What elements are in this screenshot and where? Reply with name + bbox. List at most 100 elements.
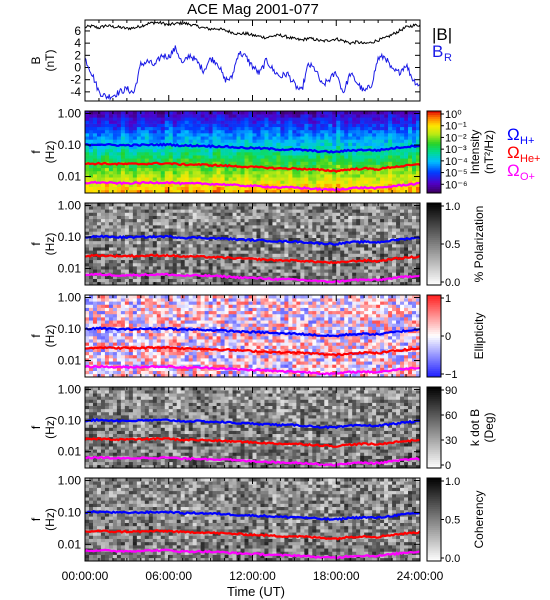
time-tick-label: 00:00:00 <box>62 569 109 583</box>
omega-h-line <box>84 326 421 338</box>
colorbar-tick-label: 10⁻³ <box>445 144 467 156</box>
colorbar-label: k dot B <box>468 409 482 446</box>
y-axis-label: f <box>29 242 43 246</box>
y-tick-label: 0.01 <box>58 262 82 276</box>
y-axis-unit: (Hz) <box>43 416 57 439</box>
colorbar-tick-label: 10⁻⁶ <box>445 179 468 191</box>
omega-h-line <box>84 417 421 430</box>
y-tick-label: 0.01 <box>58 537 82 551</box>
time-axis-tick-labels: 00:00:00 06:00:00 12:00:00 18:00:00 24:00:00 <box>62 569 444 583</box>
omega-h-line <box>84 142 421 154</box>
colorbar-tick-label: 0 <box>445 331 451 343</box>
colorbar-tick-label: 0.5 <box>445 239 460 251</box>
y-tick-label: 1.00 <box>58 382 82 396</box>
omega-he-line <box>84 253 421 265</box>
y-tick-label: 1.00 <box>58 106 82 120</box>
colorbar-tick-label: 1.0 <box>445 476 460 488</box>
y-tick-label: 4 <box>74 36 81 50</box>
colorbar-unit: (nT²/Hz) <box>482 130 496 174</box>
gyrofrequency-legend: Ω H+Ω He+Ω O+ <box>507 125 541 183</box>
colorbar-tick-label: 10⁻¹ <box>445 121 467 133</box>
y-tick-label: 0 <box>74 61 81 75</box>
colorbar: 1.0 0.5 0.0 % Polarization <box>426 201 486 289</box>
y-axis-label: B <box>29 56 43 64</box>
omega-o-line <box>84 548 421 560</box>
colorbar-tick-label: 0 <box>445 460 451 472</box>
time-tick-label: 12:00:00 <box>229 569 276 583</box>
omega-o-line <box>84 272 421 284</box>
colorbar: 1.0 0.5 0.0 Coherency <box>426 476 486 565</box>
spectrogram-cells <box>85 478 421 562</box>
colorbar-tick-label: −1 <box>445 369 458 381</box>
time-tick-label: 18:00:00 <box>313 569 360 583</box>
colorbar-tick-label: 90 <box>445 385 457 397</box>
y-tick-label: 1.00 <box>58 198 82 212</box>
figure-title: ACE Mag 2001-077 <box>187 1 319 18</box>
y-tick-label: 0.01 <box>58 170 82 184</box>
colorbar-tick-label: 0.0 <box>445 553 460 565</box>
legend-b-magnitude: |B| <box>432 25 452 44</box>
panel-ellipticity: 1.00 0.10 0.01 f (Hz) 1 0 −1 Ellipticity <box>29 290 486 381</box>
colorbar-tick-label: 60 <box>445 410 457 422</box>
series-b-r <box>84 45 421 101</box>
panel-polarization: 1.00 0.10 0.01 f (Hz) 1.0 0.5 0.0 % Polarization <box>29 198 486 289</box>
spectrogram-cells <box>85 203 421 286</box>
colorbar-tick-label: 10⁻⁵ <box>445 168 468 180</box>
colorbar-unit: (Deg) <box>482 412 496 442</box>
y-tick-label: -2 <box>70 73 81 87</box>
omega-o-line <box>84 455 420 467</box>
x-axis-label: Time (UT) <box>227 584 285 599</box>
legend-b-r-sub: R <box>444 52 452 64</box>
y-tick-label: 0.10 <box>58 230 82 244</box>
colorbar-tick-label: 0.5 <box>445 515 460 527</box>
y-tick-label: 0.01 <box>58 354 82 368</box>
colorbar-frame <box>426 110 442 194</box>
y-tick-label: 2 <box>74 48 81 62</box>
colorbar-tick-label: 10⁻² <box>445 132 467 144</box>
y-axis-unit: (Hz) <box>43 233 57 256</box>
omega-h-line <box>84 509 421 522</box>
colorbar-tick-label: 1.0 <box>445 201 460 213</box>
colorbar-frame <box>426 386 442 469</box>
spectrogram-cells <box>85 387 421 469</box>
time-tick-label: 24:00:00 <box>397 569 444 583</box>
spectrogram-cells <box>85 111 421 194</box>
legend-b-r: B <box>432 42 443 61</box>
colorbar-tick-label: 10⁻⁴ <box>445 156 468 168</box>
legend-omega-h-sub: H+ <box>520 135 534 147</box>
y-tick-label: -4 <box>70 85 81 99</box>
colorbar: 1 0 −1 Ellipticity <box>426 293 486 381</box>
y-axis-unit: (Hz) <box>43 141 57 164</box>
colorbar-tick-label: 10⁰ <box>445 109 462 121</box>
colorbar-label: % Polarization <box>472 206 486 283</box>
y-tick-label: 0.10 <box>58 505 82 519</box>
legend-omega-o-sub: O+ <box>520 171 535 183</box>
y-tick-label: 0.10 <box>58 322 82 336</box>
y-tick-label: 6 <box>74 24 81 38</box>
y-axis-label: f <box>29 334 43 338</box>
colorbar-label: Ellipticity <box>472 313 486 360</box>
omega-h-line <box>84 234 421 246</box>
omega-o-line <box>84 364 421 376</box>
omega-o-line <box>84 180 421 192</box>
y-axis-unit: (nT) <box>43 50 57 72</box>
colorbar-label: Coherency <box>472 490 486 548</box>
panel-k-dot-b: 1.00 0.10 0.01 f (Hz) 90 60 30 0 k dot B (Deg) <box>29 382 496 472</box>
colorbar-tick-label: 1 <box>445 293 451 305</box>
colorbar-label: Intensity <box>468 130 482 175</box>
colorbar: 90 60 30 0 k dot B (Deg) <box>426 385 496 472</box>
y-axis-unit: (Hz) <box>43 508 57 531</box>
panel-intensity: 1.00 0.10 0.01 f (Hz) 10⁰10⁻¹10⁻²10⁻³10⁻⁴10⁻⁵… <box>29 106 541 194</box>
omega-he-line <box>85 345 421 357</box>
legend-omega-he-sub: He+ <box>520 153 541 165</box>
colorbar-tick-label: 0.0 <box>445 277 460 289</box>
spectrogram-cells <box>85 295 421 378</box>
time-tick-label: 06:00:00 <box>145 569 192 583</box>
legend-omega-he: Ω <box>507 143 520 162</box>
y-axis-label: f <box>29 517 43 521</box>
omega-he-line <box>84 436 421 448</box>
